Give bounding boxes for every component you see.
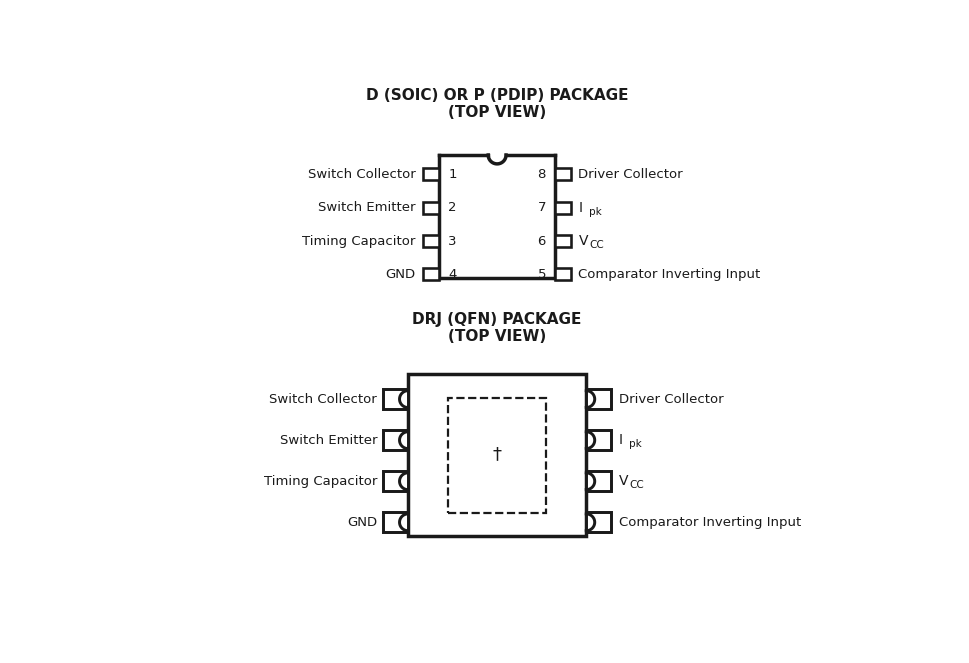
Text: 8: 8 <box>594 394 602 404</box>
Text: pk: pk <box>629 440 641 450</box>
Text: 2: 2 <box>391 435 399 445</box>
Bar <box>383 512 408 532</box>
Text: Driver Collector: Driver Collector <box>618 392 723 406</box>
Text: DRJ (QFN) PACKAGE: DRJ (QFN) PACKAGE <box>412 312 581 327</box>
Bar <box>383 471 408 491</box>
Text: Switch Collector: Switch Collector <box>308 168 416 181</box>
Bar <box>383 430 408 450</box>
Text: 3: 3 <box>391 476 398 486</box>
Text: I: I <box>618 433 622 447</box>
Text: 8: 8 <box>537 168 546 181</box>
Text: Comparator Inverting Input: Comparator Inverting Input <box>578 268 760 281</box>
Bar <box>585 389 610 409</box>
Text: V: V <box>578 234 587 248</box>
Bar <box>448 398 546 513</box>
Text: 5: 5 <box>595 517 602 527</box>
Text: 2: 2 <box>448 201 456 214</box>
Bar <box>423 168 439 180</box>
Text: pk: pk <box>588 207 601 217</box>
Text: †: † <box>492 445 501 463</box>
Text: Comparator Inverting Input: Comparator Inverting Input <box>618 516 800 529</box>
Bar <box>554 202 570 213</box>
Text: GND: GND <box>386 268 416 281</box>
Text: 5: 5 <box>537 268 546 281</box>
Text: Timing Capacitor: Timing Capacitor <box>264 475 377 488</box>
Text: CC: CC <box>629 481 643 491</box>
Bar <box>408 375 585 536</box>
Text: D (SOIC) OR P (PDIP) PACKAGE: D (SOIC) OR P (PDIP) PACKAGE <box>365 88 628 103</box>
Bar <box>585 471 610 491</box>
Text: I: I <box>578 201 582 215</box>
Text: CC: CC <box>588 240 603 250</box>
Bar <box>423 235 439 247</box>
Bar <box>585 512 610 532</box>
Text: Switch Collector: Switch Collector <box>269 392 377 406</box>
Text: 7: 7 <box>537 201 546 214</box>
Text: V: V <box>618 474 628 488</box>
Text: 3: 3 <box>448 235 456 247</box>
Text: 4: 4 <box>448 268 456 281</box>
Bar <box>554 168 570 180</box>
Text: Switch Emitter: Switch Emitter <box>279 434 377 447</box>
Text: GND: GND <box>347 516 377 529</box>
Text: (TOP VIEW): (TOP VIEW) <box>448 105 546 120</box>
Text: Driver Collector: Driver Collector <box>578 168 682 181</box>
Bar <box>554 235 570 247</box>
Text: 1: 1 <box>391 394 398 404</box>
Bar <box>423 202 439 213</box>
Bar <box>423 269 439 280</box>
Text: Timing Capacitor: Timing Capacitor <box>302 235 416 247</box>
Text: (TOP VIEW): (TOP VIEW) <box>448 330 546 344</box>
Text: 6: 6 <box>537 235 546 247</box>
Text: 4: 4 <box>391 517 399 527</box>
Text: 7: 7 <box>594 435 602 445</box>
Text: 1: 1 <box>448 168 456 181</box>
Bar <box>554 269 570 280</box>
Bar <box>585 430 610 450</box>
Text: 6: 6 <box>595 476 602 486</box>
Bar <box>383 389 408 409</box>
Text: Switch Emitter: Switch Emitter <box>318 201 416 214</box>
